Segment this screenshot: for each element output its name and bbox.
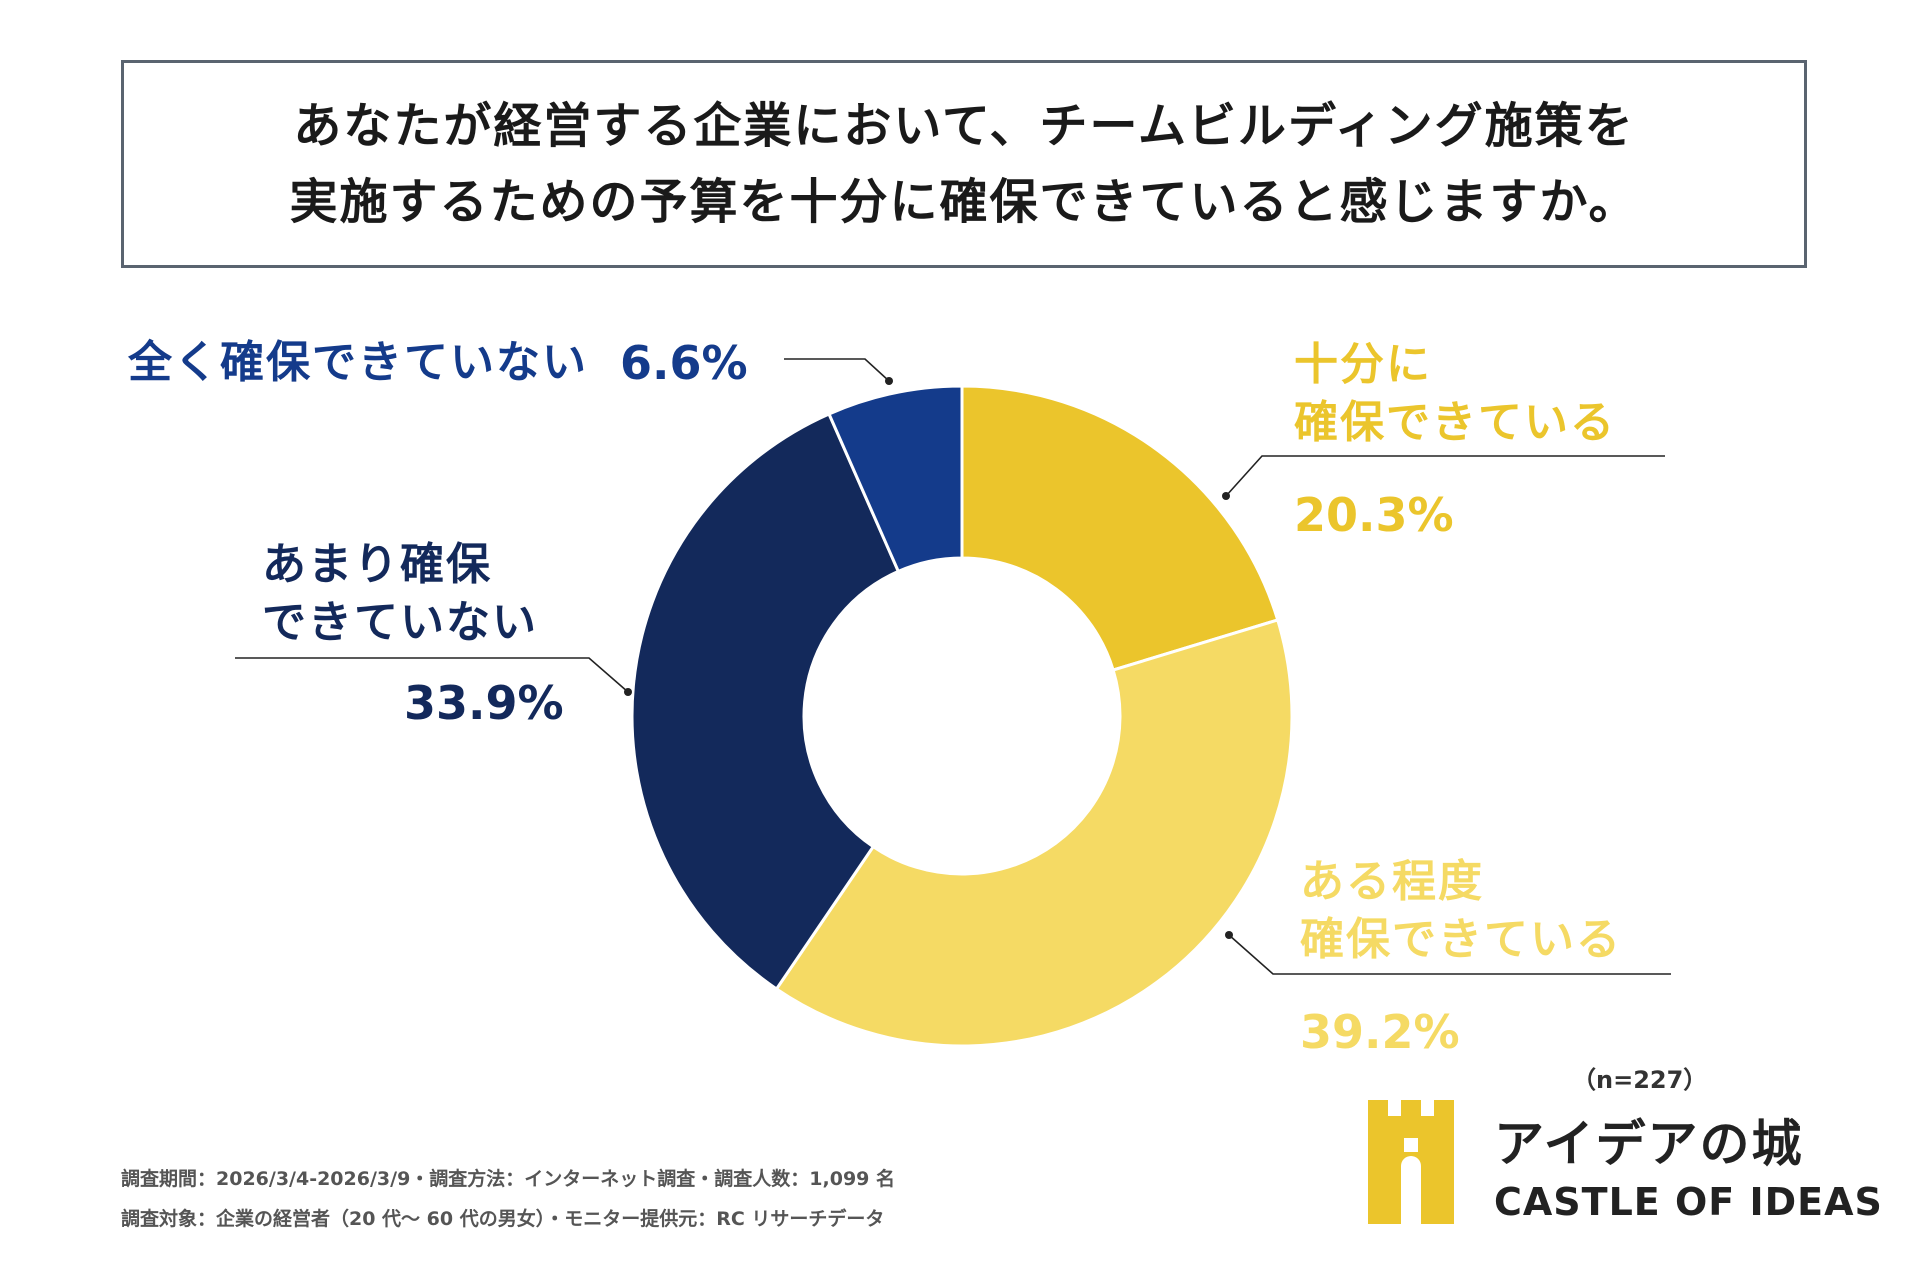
label-arutei: ある程度 確保できている 39.2%	[1300, 853, 1622, 1061]
slice-mattaku	[827, 384, 964, 574]
logo-en: CASTLE OF IDEAS	[1494, 1180, 1883, 1224]
leader-line-arutei	[1228, 934, 1671, 975]
title-line-2: 実施するための予算を十分に確保できていると感じますか。	[289, 174, 1639, 230]
slice-amari	[630, 411, 901, 992]
leader-dot-mattaku	[885, 377, 893, 385]
label-mattaku-text: 全く確保できていない	[128, 337, 588, 388]
label-juubun-line2: 確保できている	[1294, 397, 1616, 448]
leader-dot-juubun	[1222, 492, 1230, 500]
footer-line-2: 調査対象：企業の経営者（20 代～ 60 代の男女）・モニター提供元：RC リサ…	[121, 1208, 885, 1230]
label-juubun-pct: 20.3%	[1294, 488, 1454, 542]
label-amari: あまり確保 できていない	[262, 536, 538, 652]
leader-dot-arutei	[1225, 931, 1233, 939]
label-amari-line2: できていない	[262, 597, 538, 648]
leader-dot-amari	[624, 688, 632, 696]
label-amari-pct: 33.9%	[404, 676, 564, 730]
label-amari-line1: あまり確保	[262, 539, 492, 590]
title-box: あなたが経営する企業において、チームビルディング施策を 実施するための予算を十分…	[121, 60, 1807, 268]
label-arutei-pct: 39.2%	[1300, 1005, 1460, 1059]
leader-line-mattaku	[784, 358, 890, 382]
title-line-1: あなたが経営する企業において、チームビルディング施策を	[293, 98, 1635, 154]
label-juubun: 十分に 確保できている 20.3%	[1294, 336, 1616, 544]
slice-juubun	[960, 384, 1280, 672]
leader-line-juubun	[1225, 455, 1665, 497]
sample-size: （n=227）	[1572, 1066, 1708, 1094]
slice-arutei	[774, 618, 1294, 1048]
label-mattaku-pct: 6.6%	[620, 336, 748, 390]
footer-line-1: 調査期間：2026/3/4-2026/3/9・調査方法：インターネット調査・調査…	[121, 1168, 896, 1190]
castle-logo-icon	[1368, 1100, 1454, 1224]
leader-line-amari	[235, 657, 629, 693]
label-mattaku: 全く確保できていない 6.6%	[128, 334, 748, 392]
label-arutei-line1: ある程度	[1300, 856, 1484, 907]
label-juubun-line1: 十分に	[1294, 339, 1432, 390]
logo-jp: アイデアの城	[1494, 1115, 1804, 1173]
label-arutei-line2: 確保できている	[1300, 914, 1622, 965]
